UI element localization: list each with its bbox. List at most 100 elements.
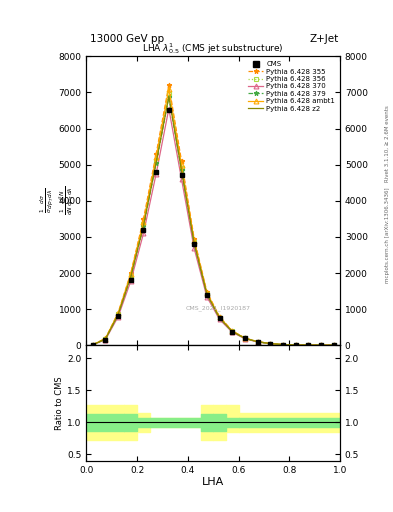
Pythia 6.428 355: [179, 158, 184, 164]
CMS: [306, 342, 310, 348]
Pythia 6.428 z2: [103, 336, 108, 342]
Pythia 6.428 355: [331, 342, 336, 348]
X-axis label: LHA: LHA: [202, 477, 224, 487]
Pythia 6.428 370: [331, 342, 336, 348]
Pythia 6.428 356: [141, 221, 146, 227]
Pythia 6.428 370: [306, 342, 310, 348]
Pythia 6.428 z2: [217, 315, 222, 321]
CMS: [230, 328, 235, 334]
Line: Pythia 6.428 ambt1: Pythia 6.428 ambt1: [90, 87, 336, 348]
Pythia 6.428 355: [242, 335, 247, 341]
Pythia 6.428 379: [116, 311, 121, 317]
Pythia 6.428 356: [204, 290, 209, 296]
Pythia 6.428 ambt1: [230, 328, 235, 334]
CMS: [281, 342, 285, 348]
CMS: [255, 339, 260, 345]
Line: CMS: CMS: [91, 109, 336, 347]
Pythia 6.428 356: [167, 91, 171, 97]
Pythia 6.428 379: [242, 335, 247, 342]
Pythia 6.428 370: [129, 278, 133, 284]
Pythia 6.428 355: [141, 216, 146, 222]
Pythia 6.428 355: [255, 338, 260, 345]
Pythia 6.428 379: [103, 336, 108, 342]
CMS: [90, 342, 95, 348]
Pythia 6.428 ambt1: [242, 335, 247, 341]
Pythia 6.428 355: [217, 314, 222, 320]
Pythia 6.428 356: [179, 165, 184, 172]
Pythia 6.428 ambt1: [306, 342, 310, 348]
Pythia 6.428 356: [192, 239, 196, 245]
Pythia 6.428 ambt1: [179, 162, 184, 168]
Pythia 6.428 355: [116, 310, 121, 316]
Pythia 6.428 z2: [230, 328, 235, 334]
CMS: [242, 335, 247, 342]
CMS: [116, 313, 121, 319]
Pythia 6.428 ambt1: [103, 335, 108, 342]
Pythia 6.428 356: [154, 158, 158, 164]
Pythia 6.428 370: [268, 340, 273, 347]
Pythia 6.428 356: [90, 342, 95, 348]
CMS: [217, 315, 222, 321]
Pythia 6.428 356: [319, 342, 323, 348]
Pythia 6.428 ambt1: [255, 338, 260, 345]
Pythia 6.428 370: [167, 105, 171, 112]
Pythia 6.428 356: [281, 342, 285, 348]
Pythia 6.428 z2: [293, 342, 298, 348]
Pythia 6.428 379: [141, 223, 146, 229]
Pythia 6.428 370: [281, 342, 285, 348]
Pythia 6.428 z2: [319, 342, 323, 348]
Pythia 6.428 356: [268, 340, 273, 347]
Pythia 6.428 355: [281, 342, 285, 348]
Pythia 6.428 355: [268, 340, 273, 347]
Pythia 6.428 z2: [154, 159, 158, 165]
Text: Rivet 3.1.10, ≥ 2.6M events: Rivet 3.1.10, ≥ 2.6M events: [385, 105, 389, 182]
Line: Pythia 6.428 355: Pythia 6.428 355: [90, 83, 336, 348]
Text: CMS_2021_I1920187: CMS_2021_I1920187: [186, 305, 251, 311]
Y-axis label: Ratio to CMS: Ratio to CMS: [55, 376, 64, 430]
Pythia 6.428 370: [154, 170, 158, 177]
Pythia 6.428 379: [204, 291, 209, 297]
Pythia 6.428 379: [217, 315, 222, 321]
Pythia 6.428 379: [255, 339, 260, 345]
Pythia 6.428 379: [281, 342, 285, 348]
Pythia 6.428 355: [293, 342, 298, 348]
Pythia 6.428 370: [192, 245, 196, 251]
Pythia 6.428 355: [192, 236, 196, 242]
Pythia 6.428 355: [90, 342, 95, 348]
CMS: [179, 173, 184, 179]
Pythia 6.428 379: [167, 94, 171, 100]
Pythia 6.428 z2: [204, 291, 209, 297]
Pythia 6.428 ambt1: [268, 340, 273, 347]
CMS: [268, 340, 273, 347]
CMS: [167, 108, 171, 114]
Pythia 6.428 379: [293, 342, 298, 348]
Pythia 6.428 z2: [192, 240, 196, 246]
Pythia 6.428 379: [192, 240, 196, 246]
Pythia 6.428 379: [331, 342, 336, 348]
Pythia 6.428 355: [230, 328, 235, 334]
Pythia 6.428 ambt1: [293, 342, 298, 348]
Pythia 6.428 z2: [306, 342, 310, 348]
CMS: [204, 292, 209, 298]
Pythia 6.428 356: [116, 311, 121, 317]
Line: Pythia 6.428 z2: Pythia 6.428 z2: [93, 97, 334, 345]
Pythia 6.428 z2: [167, 94, 171, 100]
Pythia 6.428 ambt1: [281, 342, 285, 348]
Pythia 6.428 370: [90, 342, 95, 348]
Pythia 6.428 356: [129, 273, 133, 279]
Pythia 6.428 355: [306, 342, 310, 348]
Pythia 6.428 z2: [331, 342, 336, 348]
Pythia 6.428 ambt1: [116, 310, 121, 316]
Pythia 6.428 356: [306, 342, 310, 348]
Pythia 6.428 z2: [141, 223, 146, 229]
Pythia 6.428 z2: [242, 335, 247, 342]
Pythia 6.428 ambt1: [192, 238, 196, 244]
Pythia 6.428 379: [230, 328, 235, 334]
Pythia 6.428 355: [154, 151, 158, 157]
Pythia 6.428 379: [268, 340, 273, 347]
Pythia 6.428 370: [242, 336, 247, 342]
CMS: [331, 342, 336, 348]
Pythia 6.428 ambt1: [90, 342, 95, 348]
Pythia 6.428 z2: [179, 167, 184, 174]
Line: Pythia 6.428 370: Pythia 6.428 370: [90, 106, 336, 348]
